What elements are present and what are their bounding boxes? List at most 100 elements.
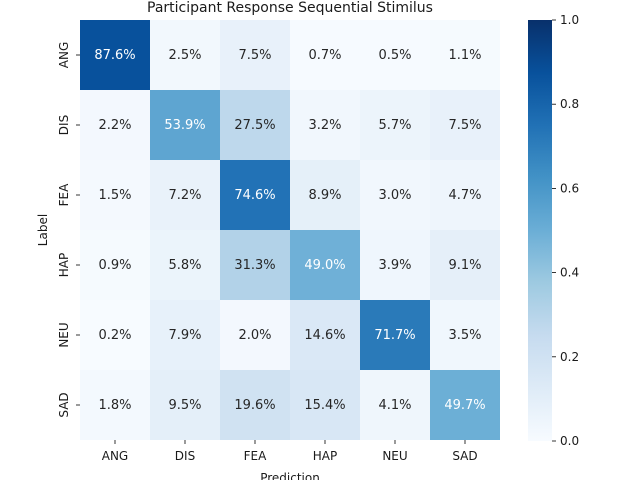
x-tick-label: SAD [452,449,477,463]
y-axis-ticks: ANG DIS FEA HAP NEU SAD [57,42,80,418]
colorbar-tick-label: 0.0 [560,434,579,448]
heatmap-cell [290,230,360,300]
x-axis-ticks: ANG DIS FEA HAP NEU SAD [102,440,478,463]
cell-value-label: 14.6% [304,328,345,343]
heatmap-cell [80,90,150,160]
cell-value-label: 49.7% [444,398,485,413]
x-tick-label: NEU [382,449,407,463]
cell-value-label: 3.9% [378,258,411,273]
y-tick-label: HAP [57,253,71,277]
heatmap-cell [430,230,500,300]
cell-value-label: 0.7% [308,48,341,63]
cell-value-label: 9.5% [168,398,201,413]
cell-value-label: 71.7% [374,328,415,343]
cell-value-label: 2.2% [98,118,131,133]
x-tick-label: FEA [244,449,267,463]
cell-value-label: 2.0% [238,328,271,343]
colorbar-tick-label: 0.2 [560,350,579,364]
heatmap-cell [150,370,220,440]
heatmap-cell [80,20,150,90]
cell-value-label: 9.1% [448,258,481,273]
cell-value-label: 0.5% [378,48,411,63]
heatmap-cell [290,370,360,440]
x-tick-label: HAP [313,449,337,463]
cell-value-label: 7.2% [168,188,201,203]
cell-value-label: 5.7% [378,118,411,133]
heatmap-cell [220,160,290,230]
cell-value-label: 27.5% [234,118,275,133]
heatmap-cell [220,90,290,160]
cell-value-label: 0.9% [98,258,131,273]
heatmap-cell [360,370,430,440]
x-tick-label: DIS [175,449,195,463]
cell-value-label: 7.5% [448,118,481,133]
heatmap-cell [220,300,290,370]
heatmap-cell [430,20,500,90]
cell-value-label: 49.0% [304,258,345,273]
cell-value-label: 0.2% [98,328,131,343]
heatmap-cell [360,90,430,160]
chart-title: Participant Response Sequential Stimilus [147,0,433,16]
cell-value-label: 7.9% [168,328,201,343]
cell-value-label: 3.0% [378,188,411,203]
heatmap-cell-labels: 87.6% 2.5% 7.5% 0.7% 0.5% 1.1% 2.2% 53.9% 27.5% 3… [94,48,485,413]
heatmap-cell [430,160,500,230]
heatmap-cell [290,160,360,230]
cell-value-label: 4.1% [378,398,411,413]
heatmap-cell [360,20,430,90]
x-axis-label: Prediction [260,471,320,480]
y-tick-label: DIS [57,115,71,135]
heatmap-cells [80,20,500,440]
heatmap-cell [220,370,290,440]
heatmap-cell [290,300,360,370]
heatmap-cell [150,160,220,230]
colorbar-tick-label: 1.0 [560,13,579,27]
heatmap-cell [150,20,220,90]
y-tick-label: FEA [57,183,71,206]
heatmap-cell [220,230,290,300]
colorbar [528,20,552,441]
cell-value-label: 15.4% [304,398,345,413]
cell-value-label: 31.3% [234,258,275,273]
colorbar-tick-label: 0.8 [560,97,579,111]
y-tick-label: ANG [57,42,71,68]
heatmap-cell [360,300,430,370]
cell-value-label: 1.5% [98,188,131,203]
heatmap-cell [80,230,150,300]
y-tick-label: NEU [57,322,71,347]
cell-value-label: 74.6% [234,188,275,203]
cell-value-label: 3.5% [448,328,481,343]
heatmap-cell [430,90,500,160]
heatmap-cell [430,370,500,440]
heatmap-cell [220,20,290,90]
heatmap-cell [430,300,500,370]
cell-value-label: 3.2% [308,118,341,133]
cell-value-label: 8.9% [308,188,341,203]
cell-value-label: 5.8% [168,258,201,273]
cell-value-label: 1.8% [98,398,131,413]
heatmap-cell [80,160,150,230]
heatmap-cell [150,300,220,370]
y-tick-label: SAD [57,392,71,417]
cell-value-label: 87.6% [94,48,135,63]
heatmap-cell [150,230,220,300]
heatmap-cell [80,300,150,370]
colorbar-ticks: 0.0 0.2 0.4 0.6 0.8 1.0 [552,13,579,448]
heatmap-cell [290,90,360,160]
cell-value-label: 4.7% [448,188,481,203]
heatmap-cell [80,370,150,440]
y-axis-label: Label [36,214,50,246]
cell-value-label: 1.1% [448,48,481,63]
cell-value-label: 2.5% [168,48,201,63]
cell-value-label: 19.6% [234,398,275,413]
x-tick-label: ANG [102,449,128,463]
heatmap-cell [290,20,360,90]
cell-value-label: 53.9% [164,118,205,133]
colorbar-tick-label: 0.4 [560,266,579,280]
colorbar-tick-label: 0.6 [560,181,579,195]
cell-value-label: 7.5% [238,48,271,63]
heatmap-cell [150,90,220,160]
heatmap-cell [360,160,430,230]
heatmap-cell [360,230,430,300]
